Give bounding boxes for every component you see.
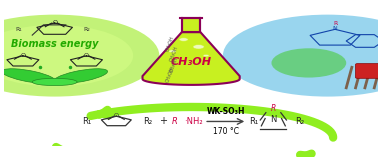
Circle shape [203, 54, 209, 57]
Text: 170 °C: 170 °C [213, 127, 239, 136]
Polygon shape [182, 18, 200, 32]
Polygon shape [143, 32, 240, 85]
Text: O: O [20, 53, 25, 58]
Text: CH₃OH: CH₃OH [165, 66, 175, 83]
Text: O: O [84, 53, 89, 58]
Text: CH₃OH: CH₃OH [169, 46, 179, 63]
Ellipse shape [54, 69, 108, 83]
FancyBboxPatch shape [356, 64, 378, 78]
Text: R₂: R₂ [144, 117, 153, 126]
Text: R₁: R₁ [82, 117, 91, 126]
Text: N: N [333, 26, 338, 31]
Circle shape [271, 48, 346, 78]
Circle shape [193, 45, 204, 49]
Text: R: R [171, 117, 177, 126]
Text: CH₃OH: CH₃OH [169, 56, 179, 73]
Circle shape [223, 15, 378, 97]
Text: R₂: R₂ [295, 117, 304, 126]
Ellipse shape [2, 69, 55, 83]
Text: R: R [271, 104, 276, 113]
Text: R: R [333, 21, 337, 26]
Text: N: N [270, 116, 277, 125]
Text: WK-SO₃H: WK-SO₃H [207, 107, 245, 116]
Circle shape [0, 15, 160, 97]
Text: R₁: R₁ [249, 117, 259, 126]
Circle shape [179, 38, 188, 41]
Text: O: O [52, 20, 57, 25]
Ellipse shape [32, 78, 77, 86]
Text: O: O [114, 113, 119, 118]
Circle shape [169, 50, 176, 53]
Text: ·NH₂: ·NH₂ [184, 117, 203, 126]
Text: +: + [159, 116, 167, 126]
Text: R₁: R₁ [16, 27, 23, 32]
Text: CH₃OH: CH₃OH [170, 57, 212, 67]
Text: CH₃OH: CH₃OH [165, 35, 175, 53]
Text: Biomass energy: Biomass energy [11, 39, 98, 49]
Text: R₂: R₂ [83, 27, 90, 32]
Circle shape [0, 25, 133, 86]
